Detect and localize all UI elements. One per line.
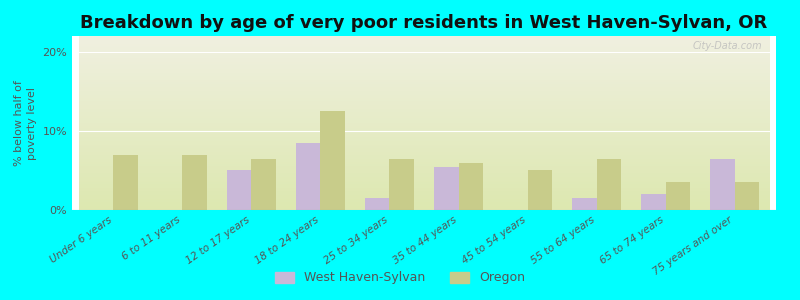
Bar — [251, 159, 276, 210]
Bar — [296, 143, 321, 210]
Bar — [527, 170, 552, 210]
Bar — [114, 154, 138, 210]
Text: City-Data.com: City-Data.com — [692, 41, 762, 51]
Bar — [182, 154, 206, 210]
Bar — [666, 182, 690, 210]
Legend: West Haven-Sylvan, Oregon: West Haven-Sylvan, Oregon — [269, 265, 531, 291]
Title: Breakdown by age of very poor residents in West Haven-Sylvan, OR: Breakdown by age of very poor residents … — [80, 14, 768, 32]
Bar — [390, 159, 414, 210]
Bar — [597, 159, 621, 210]
Bar — [734, 182, 758, 210]
Bar — [642, 194, 666, 210]
Y-axis label: % below half of
poverty level: % below half of poverty level — [14, 80, 37, 166]
Bar — [366, 198, 390, 210]
Bar — [572, 198, 597, 210]
Bar — [458, 163, 482, 210]
Bar — [434, 167, 458, 210]
Bar — [710, 159, 734, 210]
Bar — [227, 170, 251, 210]
Bar — [321, 111, 345, 210]
